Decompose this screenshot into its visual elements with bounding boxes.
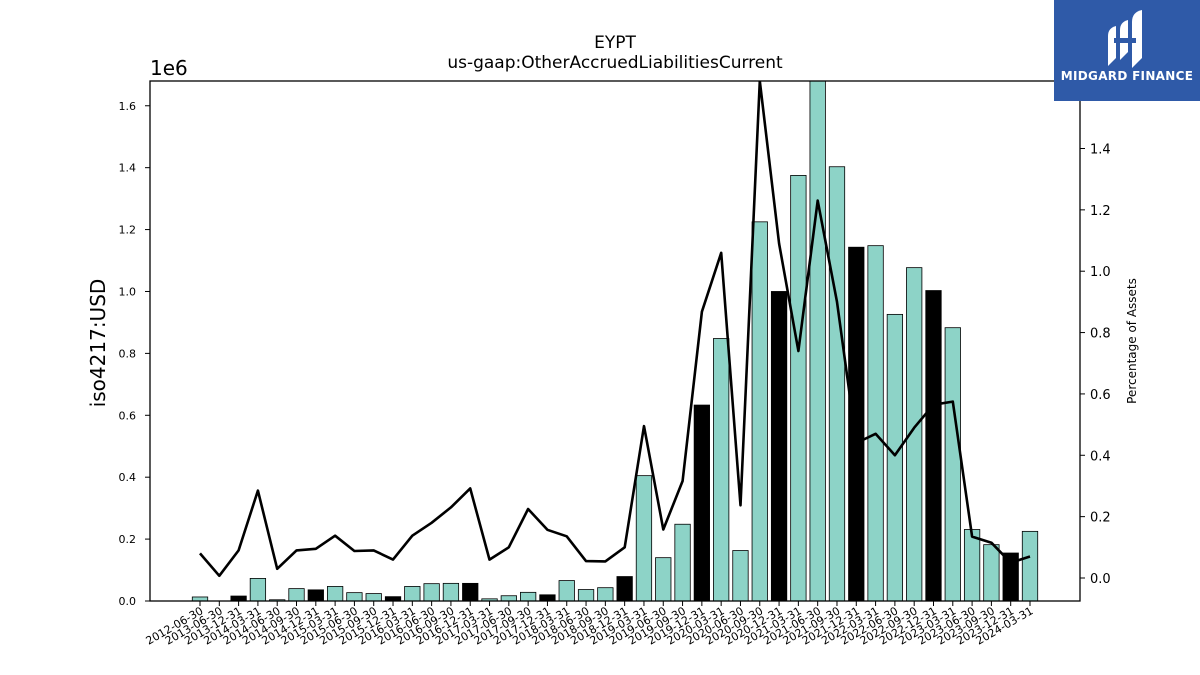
bar bbox=[423, 583, 440, 602]
bar bbox=[288, 588, 305, 602]
bar bbox=[944, 327, 961, 602]
bar bbox=[616, 576, 633, 602]
bar bbox=[963, 529, 981, 602]
bar bbox=[790, 175, 807, 602]
y2-tick-label: 1.2 bbox=[1090, 204, 1111, 219]
bar bbox=[1021, 530, 1039, 602]
bar bbox=[384, 596, 402, 602]
y2-tick-label: 0.2 bbox=[1090, 511, 1111, 526]
y2-tick-label: 0.6 bbox=[1090, 388, 1111, 403]
bar bbox=[404, 586, 421, 602]
plot-area: 0.0 0.2 0.4 0.6 0.8 1.0 1.2 1.4 1.6 0.0 0.2 0.4 0.6 0… bbox=[119, 80, 1111, 648]
y-tick-label: 0.0 bbox=[119, 595, 137, 608]
y-tick-label: 1.0 bbox=[119, 285, 137, 298]
bar bbox=[983, 544, 1000, 602]
logo-mark-icon bbox=[1108, 10, 1142, 68]
bar bbox=[462, 582, 479, 602]
bar bbox=[307, 589, 324, 602]
y-tick-label: 1.4 bbox=[119, 162, 137, 175]
y-tick-label: 0.2 bbox=[119, 533, 137, 546]
chart-subtitle: us-gaap:OtherAccruedLiabilitiesCurrent bbox=[447, 53, 783, 73]
bar bbox=[520, 591, 537, 602]
y2-tick-label: 1.0 bbox=[1090, 265, 1111, 280]
y-tick-label: 0.6 bbox=[119, 409, 137, 422]
y-tick-label: 0.4 bbox=[119, 471, 137, 484]
bar bbox=[751, 221, 768, 602]
bar bbox=[809, 80, 826, 602]
bar bbox=[500, 595, 517, 602]
bar bbox=[713, 338, 730, 602]
bar bbox=[442, 582, 460, 602]
y-tick-label: 0.8 bbox=[119, 347, 137, 360]
y2-tick-label: 0.0 bbox=[1090, 572, 1111, 587]
y2-tick-label: 0.8 bbox=[1090, 327, 1111, 342]
bar bbox=[346, 592, 363, 602]
y-tick-label: 1.2 bbox=[119, 224, 137, 237]
bar bbox=[867, 245, 884, 602]
bar bbox=[597, 587, 614, 602]
logo-text: MIDGARD FINANCE bbox=[1060, 69, 1194, 83]
y2-tick-label: 1.4 bbox=[1090, 142, 1111, 157]
bar bbox=[655, 557, 672, 602]
bar bbox=[249, 578, 267, 602]
y-axis-label: iso4217:USD bbox=[86, 279, 110, 408]
bar bbox=[365, 593, 382, 602]
y2-tick-label: 0.4 bbox=[1090, 449, 1111, 464]
bar bbox=[577, 589, 595, 602]
bar bbox=[674, 523, 691, 602]
bar bbox=[539, 594, 556, 602]
bar bbox=[326, 586, 344, 602]
plot-frame bbox=[149, 80, 1081, 602]
bar bbox=[635, 475, 653, 602]
bar bbox=[848, 246, 865, 602]
bar bbox=[732, 550, 749, 602]
midgard-finance-logo: MIDGARD FINANCE bbox=[1054, 0, 1200, 101]
bar bbox=[925, 290, 942, 602]
bar bbox=[886, 313, 904, 602]
y2-axis-label: Percentage of Assets bbox=[1125, 278, 1139, 404]
bar bbox=[558, 580, 575, 602]
bar bbox=[693, 404, 710, 602]
line-series bbox=[199, 81, 1031, 578]
bar bbox=[828, 166, 846, 602]
bar bbox=[230, 595, 247, 602]
y-tick-label: 1.6 bbox=[119, 100, 137, 113]
bar bbox=[770, 291, 788, 602]
y-offset-label: 1e6 bbox=[150, 56, 188, 80]
chart-title: EYPT bbox=[594, 33, 636, 53]
